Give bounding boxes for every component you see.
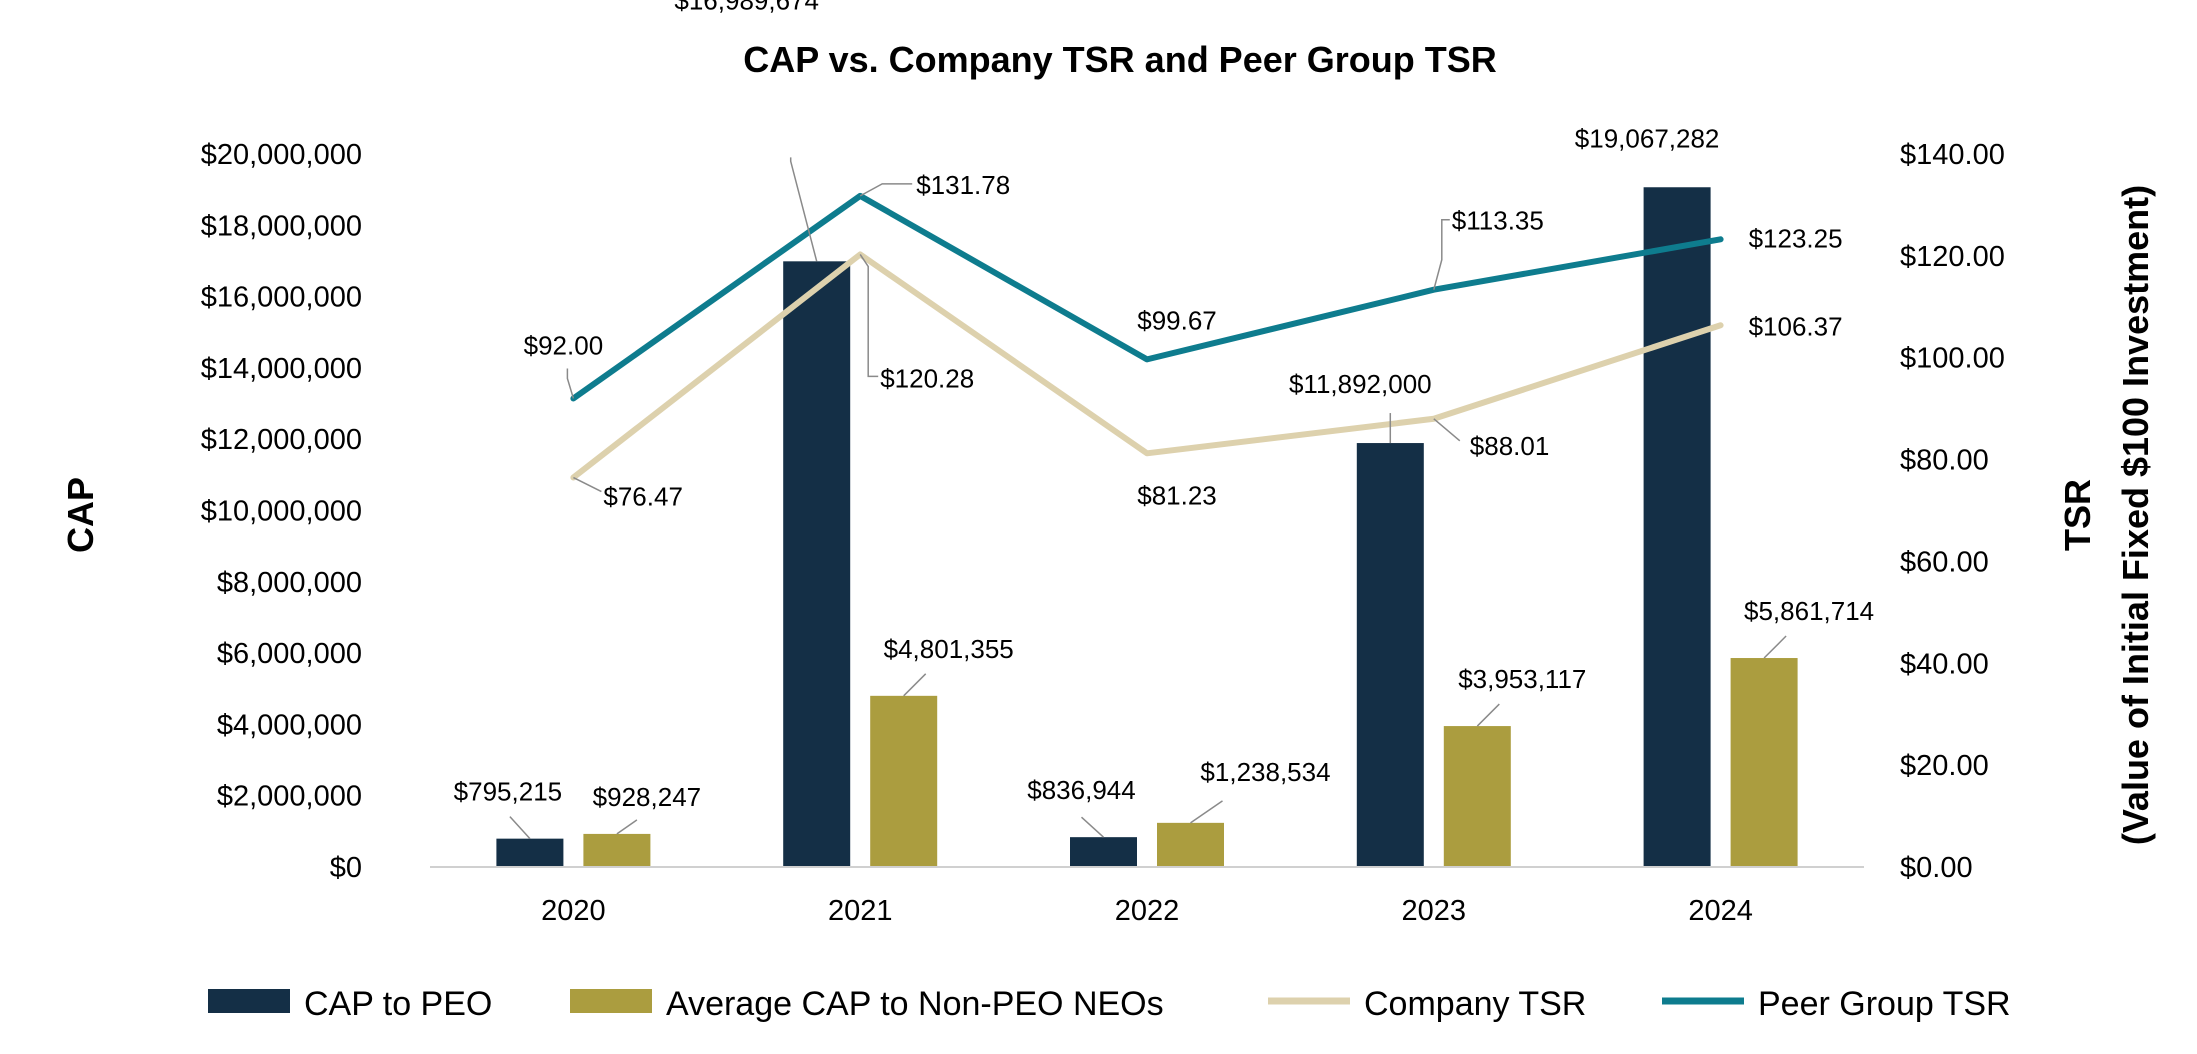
peer-group-tsr-label-leader bbox=[859, 183, 913, 197]
avg-cap-non-peo-label: $928,247 bbox=[593, 782, 701, 812]
cap-to-peo-label: $795,215 bbox=[454, 777, 562, 807]
avg-cap-non-peo-label: $5,861,714 bbox=[1744, 596, 1874, 626]
avg-cap-non-peo-label-leader bbox=[903, 673, 927, 697]
right-axis-subtitle: (Value of Initial Fixed $100 Investment) bbox=[2115, 185, 2156, 845]
cap-to-peo-bar bbox=[783, 261, 851, 867]
company-tsr-line bbox=[570, 251, 1724, 481]
left-tick-label: $16,000,000 bbox=[201, 282, 362, 314]
right-tick-label: $60.00 bbox=[1900, 546, 1989, 578]
right-axis-ticks: $0.00 $20.00 $40.00 $60.00 $80.00 $100.00 $120… bbox=[1900, 139, 2005, 884]
lines-layer bbox=[570, 192, 1724, 481]
company-tsr-label: $76.47 bbox=[603, 482, 683, 512]
avg-cap-non-peo-legend-label: Average CAP to Non-PEO NEOs bbox=[666, 985, 1164, 1023]
x-tick-label: 2023 bbox=[1402, 895, 1467, 927]
left-tick-label: $0 bbox=[330, 852, 362, 884]
right-tick-label: $140.00 bbox=[1900, 139, 2005, 171]
right-tick-label: $120.00 bbox=[1900, 241, 2005, 273]
left-axis-title: CAP bbox=[60, 477, 101, 553]
avg-cap-non-peo-label-leader bbox=[1476, 703, 1500, 727]
cap-to-peo-legend-swatch bbox=[208, 989, 290, 1013]
cap-to-peo-label: $19,067,282 bbox=[1575, 123, 1720, 153]
x-tick-label: 2021 bbox=[828, 895, 893, 927]
left-tick-label: $4,000,000 bbox=[217, 709, 362, 741]
avg-cap-non-peo-label: $3,953,117 bbox=[1458, 664, 1586, 694]
company-tsr-label-leader bbox=[859, 254, 879, 378]
right-tick-label: $0.00 bbox=[1900, 852, 1973, 884]
right-tick-label: $80.00 bbox=[1900, 445, 1989, 477]
avg-cap-non-peo-label-leader bbox=[1763, 635, 1787, 659]
peer-group-tsr-label-leader bbox=[1433, 218, 1450, 290]
cap-to-peo-bar bbox=[1070, 837, 1137, 867]
avg-cap-non-peo-label: $4,801,355 bbox=[884, 634, 1014, 664]
left-tick-label: $6,000,000 bbox=[217, 638, 362, 670]
peer-group-tsr-label: $92.00 bbox=[524, 330, 604, 360]
avg-cap-non-peo-bar bbox=[870, 695, 938, 867]
company-tsr-label-leader bbox=[1433, 418, 1461, 442]
company-tsr-label: $120.28 bbox=[880, 363, 974, 393]
cap-to-peo-bar bbox=[1643, 187, 1711, 867]
cap-to-peo-label: $11,892,000 bbox=[1289, 369, 1432, 399]
company-tsr-label: $81.23 bbox=[1137, 480, 1217, 510]
cap-to-peo-label-leader bbox=[789, 157, 818, 262]
avg-cap-non-peo-legend-swatch bbox=[570, 989, 652, 1013]
cap-to-peo-label: $16,989,674 bbox=[674, 0, 819, 15]
left-tick-label: $14,000,000 bbox=[201, 353, 362, 385]
chart-title: CAP vs. Company TSR and Peer Group TSR bbox=[743, 39, 1497, 80]
cap-to-peo-bar bbox=[1356, 443, 1424, 867]
bars-layer bbox=[496, 187, 1798, 867]
avg-cap-non-peo-bar bbox=[1157, 822, 1224, 867]
avg-cap-non-peo-label-leader bbox=[616, 819, 638, 835]
left-tick-label: $10,000,000 bbox=[201, 496, 362, 528]
company-tsr-label: $88.01 bbox=[1470, 431, 1550, 461]
cap-to-peo-legend-label: CAP to PEO bbox=[304, 985, 492, 1023]
avg-cap-non-peo-label: $1,238,534 bbox=[1200, 757, 1330, 787]
left-tick-label: $8,000,000 bbox=[217, 567, 362, 599]
x-axis-ticks: 2020 2021 2022 2023 2024 bbox=[541, 895, 1753, 927]
cap-to-peo-label-leader bbox=[509, 816, 531, 840]
peer-group-tsr-legend-label: Peer Group TSR bbox=[1758, 985, 2011, 1023]
right-tick-label: $40.00 bbox=[1900, 648, 1989, 680]
left-tick-label: $20,000,000 bbox=[201, 139, 362, 171]
peer-group-tsr-label: $99.67 bbox=[1137, 305, 1217, 335]
x-tick-label: 2020 bbox=[541, 895, 606, 927]
company-tsr-label: $106.37 bbox=[1749, 311, 1843, 341]
avg-cap-non-peo-bar bbox=[583, 833, 651, 867]
peer-group-tsr-label: $131.78 bbox=[916, 170, 1010, 200]
left-tick-label: $2,000,000 bbox=[217, 781, 362, 813]
x-tick-label: 2022 bbox=[1115, 895, 1180, 927]
avg-cap-non-peo-bar bbox=[1730, 658, 1798, 867]
right-axis-title: TSR bbox=[2057, 479, 2098, 551]
left-tick-label: $12,000,000 bbox=[201, 424, 362, 456]
peer-group-tsr-label: $123.25 bbox=[1749, 223, 1843, 253]
avg-cap-non-peo-label-leader bbox=[1190, 800, 1223, 824]
cap-to-peo-bar bbox=[496, 838, 564, 867]
peer-group-tsr-line bbox=[570, 192, 1724, 402]
cap-to-peo-label-leader bbox=[1080, 816, 1105, 838]
left-tick-label: $18,000,000 bbox=[201, 210, 362, 242]
right-tick-label: $20.00 bbox=[1900, 750, 1989, 782]
data-labels-layer: $795,215 $16,989,674 $836,944 $11,892,000 $1… bbox=[454, 0, 1874, 840]
peer-group-tsr-label-leader bbox=[566, 368, 575, 399]
left-axis-ticks: $0 $2,000,000 $4,000,000 $6,000,000 $8,000,0… bbox=[201, 139, 362, 884]
peer-group-tsr-label: $113.35 bbox=[1452, 206, 1544, 236]
cap-to-peo-label: $836,944 bbox=[1027, 775, 1135, 805]
x-tick-label: 2024 bbox=[1688, 895, 1753, 927]
avg-cap-non-peo-bar bbox=[1443, 726, 1511, 867]
company-tsr-legend-label: Company TSR bbox=[1364, 985, 1586, 1023]
company-tsr-label-leader bbox=[573, 476, 602, 493]
right-tick-label: $100.00 bbox=[1900, 343, 2005, 375]
legend: CAP to PEO Average CAP to Non-PEO NEOs Com… bbox=[208, 985, 2011, 1023]
